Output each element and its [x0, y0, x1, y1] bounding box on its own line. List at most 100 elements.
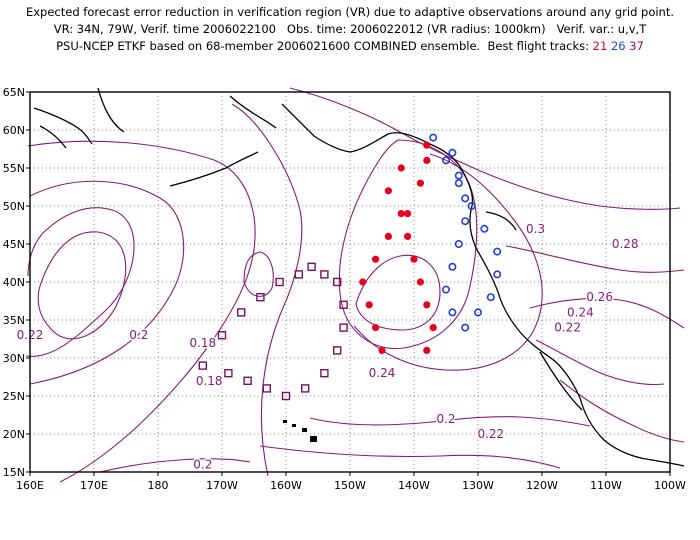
y-tick-label: 40N: [3, 276, 25, 289]
y-tick-label: 65N: [3, 86, 25, 99]
track-26-marker: [480, 224, 489, 233]
axes-layer: 160E 170E 180 170W 160W 150W 140W 130W 120W 110W 1…: [3, 86, 686, 492]
contour-label: 0.2: [436, 412, 455, 426]
track-37-marker: [275, 277, 284, 287]
title-line-3: PSU-NCEP ETKF based on 68-member 2006021…: [0, 38, 700, 55]
x-tick-label: 160E: [16, 479, 44, 492]
track-37-marker: [236, 308, 246, 317]
track-21-marker: [359, 278, 367, 286]
contour-line: [505, 245, 685, 273]
contour-line: [99, 458, 251, 473]
title-line-2: VR: 34N, 79W, Verif. time 2006022100 Obs…: [53, 22, 647, 36]
track-37-marker: [224, 369, 233, 378]
track-21-marker: [423, 141, 431, 149]
track-21-marker: [397, 210, 405, 218]
track-26-marker: [467, 202, 476, 211]
contour-line: [259, 445, 561, 469]
track-21-marker: [416, 179, 424, 187]
track-26-marker: [461, 217, 470, 226]
contour-line: [25, 207, 135, 357]
track-21-marker: [416, 278, 424, 286]
contour-line: [29, 180, 185, 385]
track-37-marker: [320, 369, 329, 378]
track-26-marker: [448, 308, 457, 317]
track-37-marker: [339, 300, 348, 309]
coastline-vancouver-island: [485, 211, 517, 231]
track-21-marker: [365, 301, 373, 309]
y-tick-label: 55N: [3, 162, 25, 175]
track-21-marker: [410, 255, 418, 263]
contour-label: 0.24: [369, 366, 396, 380]
contour-label: 0.22: [554, 321, 581, 335]
track-21-marker: [378, 346, 386, 354]
track-21-marker: [384, 187, 392, 195]
track-37-marker: [294, 270, 303, 279]
x-tick-label: 120W: [526, 479, 558, 492]
contour-line: [231, 103, 303, 477]
contour-lines: [25, 87, 685, 483]
track-37-marker: [301, 384, 310, 393]
track-26-marker: [448, 148, 457, 157]
contour-label-layer: 0.22 0.20.180.180.20.240.20.220.220.240.2…: [15, 220, 640, 473]
coastline-baja: [539, 351, 583, 411]
track-21-marker: [372, 255, 380, 263]
y-tick-label: 60N: [3, 124, 25, 137]
coastline-northamerica: [429, 143, 685, 467]
coastline-aleutians: [169, 151, 259, 187]
track-37-marker: [262, 384, 271, 393]
y-tick-label: 30N: [3, 352, 25, 365]
contour-label: 0.2: [193, 457, 212, 471]
island-kauai: [283, 420, 287, 423]
island-maui: [302, 428, 307, 432]
track-26-marker: [429, 133, 438, 142]
contour-line: [27, 140, 256, 483]
track-37-marker: [217, 331, 227, 340]
contour-label: 0.26: [586, 290, 613, 304]
contour-label: 0.22: [477, 427, 504, 441]
track-label-21: 21: [592, 39, 608, 53]
track-26-marker: [454, 171, 463, 180]
contour-line: [529, 297, 685, 329]
contour-line: [243, 251, 274, 297]
track-37-marker: [333, 346, 342, 355]
contour-line: [353, 153, 543, 371]
track-37-marker: [339, 323, 348, 332]
contour-line: [355, 254, 441, 331]
x-tick-label: 180: [148, 479, 169, 492]
island-oahu: [292, 424, 296, 427]
title-line-1: Expected forecast error reduction in ver…: [25, 5, 675, 19]
y-tick-label: 45N: [3, 238, 25, 251]
track-21-marker: [423, 346, 431, 354]
track-26-marker: [441, 156, 450, 165]
track-26-marker: [454, 179, 463, 188]
track-21-marker: [397, 164, 405, 172]
x-tick-label: 170E: [80, 479, 108, 492]
coastline-alaska: [229, 95, 431, 153]
x-tick-label: 100W: [654, 479, 686, 492]
contour-line: [37, 231, 127, 340]
track-21-marker: [423, 301, 431, 309]
y-tick-label: 25N: [3, 390, 25, 403]
track-26-marker: [473, 308, 482, 317]
contour-line: [535, 339, 665, 385]
graticule: [30, 92, 670, 472]
track-37-marker: [307, 262, 316, 271]
contour-label: 0.18: [196, 374, 223, 388]
track-26-marker: [493, 270, 502, 279]
track-37-marker: [256, 293, 265, 302]
contour-line: [559, 379, 685, 443]
y-tick-label: 20N: [3, 428, 25, 441]
map-title-block: Expected forecast error reduction in ver…: [0, 4, 700, 55]
track-37-marker: [281, 391, 291, 401]
x-tick-label: 170W: [206, 479, 238, 492]
track-label-37: 37: [629, 39, 644, 53]
title-line-3-text: PSU-NCEP ETKF based on 68-member 2006021…: [56, 39, 593, 53]
track-21-marker: [404, 232, 412, 240]
track-37-marker: [198, 361, 208, 370]
track-26-marker: [493, 247, 502, 256]
contour-label: 0.28: [612, 237, 639, 251]
contour-label: 0.24: [567, 305, 594, 319]
x-tick-label: 160W: [270, 479, 302, 492]
track-21-marker: [384, 232, 392, 240]
